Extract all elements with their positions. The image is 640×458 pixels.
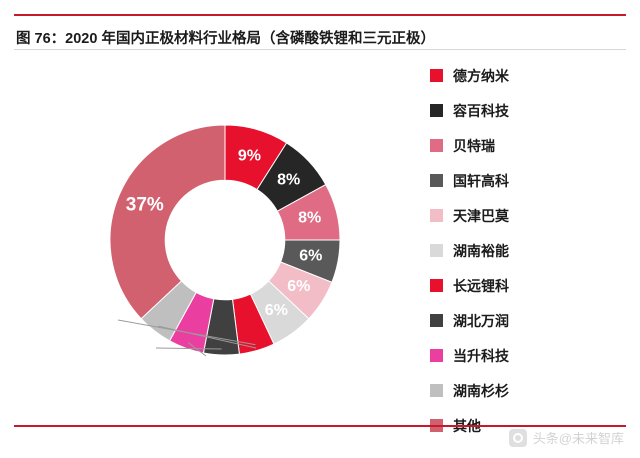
watermark-brand: 头条@未来智库 — [508, 428, 624, 447]
legend-label: 德方纳米 — [453, 67, 509, 84]
brand-logo-icon — [508, 428, 527, 447]
leader-line — [158, 325, 257, 349]
chart-legend: 德方纳米 容百科技 贝特瑞 国轩高科 天津巴莫 湖南裕能 长远锂科 湖北万润 当升科技 湖南杉杉其… — [430, 58, 610, 443]
legend-item[interactable]: 湖北万润 — [430, 303, 610, 338]
slice-value-label: 8% — [298, 209, 321, 226]
legend-item[interactable]: 长远锂科 — [430, 268, 610, 303]
legend-item[interactable]: 当升科技 — [430, 338, 610, 373]
legend-swatch-icon — [430, 174, 443, 187]
legend-label: 湖北万润 — [453, 312, 509, 329]
figure-title-bar: 图 76：2020 年国内正极材料行业格局（含磷酸铁锂和三元正极） — [14, 14, 626, 52]
slice-value-label: 9% — [238, 147, 261, 164]
legend-label: 湖南裕能 — [453, 242, 509, 259]
legend-item[interactable]: 湖南杉杉 — [430, 373, 610, 408]
leader-line — [155, 347, 222, 350]
slice-value-label: 5% — [131, 353, 154, 370]
legend-label: 长远锂科 — [453, 277, 509, 294]
brand-label: 头条@未来智库 — [532, 431, 624, 446]
legend-label: 当升科技 — [453, 347, 509, 364]
page-title: 图 76：2020 年国内正极材料行业格局（含磷酸铁锂和三元正极） — [16, 30, 435, 47]
slice-value-label: 37% — [126, 194, 164, 215]
legend-swatch-icon — [430, 104, 443, 117]
leader-lines — [117, 319, 257, 357]
slice-value-labels: 9% 8% 8% 6% 6% 6% 5% 5% 5% 5% 37% — [92, 147, 322, 378]
slice-value-label: 5% — [240, 353, 263, 370]
donut-slices — [109, 124, 341, 356]
slice-value-label: 8% — [277, 171, 300, 188]
slice-value-label: 6% — [299, 248, 322, 265]
legend-item[interactable]: 国轩高科 — [430, 163, 610, 198]
legend-swatch-icon — [430, 139, 443, 152]
legend-swatch-icon — [430, 349, 443, 362]
legend-swatch-icon — [430, 314, 443, 327]
legend-item[interactable]: 湖南裕能 — [430, 233, 610, 268]
legend-label: 容百科技 — [453, 102, 509, 119]
pie-slice[interactable] — [109, 124, 226, 320]
slice-value-label: 5% — [185, 361, 208, 378]
donut-chart-svg: 9% 8% 8% 6% 6% 6% 5% 5% 5% 5% 37% — [92, 124, 341, 378]
legend-label: 湖南杉杉 — [453, 382, 509, 399]
legend-label: 贝特瑞 — [453, 137, 495, 154]
donut-chart: 9% 8% 8% 6% 6% 6% 5% 5% 5% 5% 37% — [60, 80, 390, 410]
legend-item[interactable]: 容百科技 — [430, 93, 610, 128]
legend-item[interactable]: 天津巴莫 — [430, 198, 610, 233]
slice-value-label: 6% — [265, 302, 288, 319]
title-divider — [14, 49, 626, 50]
legend-item[interactable]: 贝特瑞 — [430, 128, 610, 163]
legend-swatch-icon — [430, 69, 443, 82]
legend-item[interactable]: 德方纳米 — [430, 58, 610, 93]
legend-swatch-icon — [430, 244, 443, 257]
bottom-divider — [14, 425, 626, 427]
slice-value-label: 5% — [92, 323, 115, 340]
slice-value-label: 6% — [287, 278, 310, 295]
legend-label: 国轩高科 — [453, 172, 509, 189]
leader-line — [187, 342, 207, 357]
legend-swatch-icon — [430, 384, 443, 397]
legend-swatch-icon — [430, 279, 443, 292]
legend-swatch-icon — [430, 209, 443, 222]
legend-label: 天津巴莫 — [453, 207, 509, 224]
